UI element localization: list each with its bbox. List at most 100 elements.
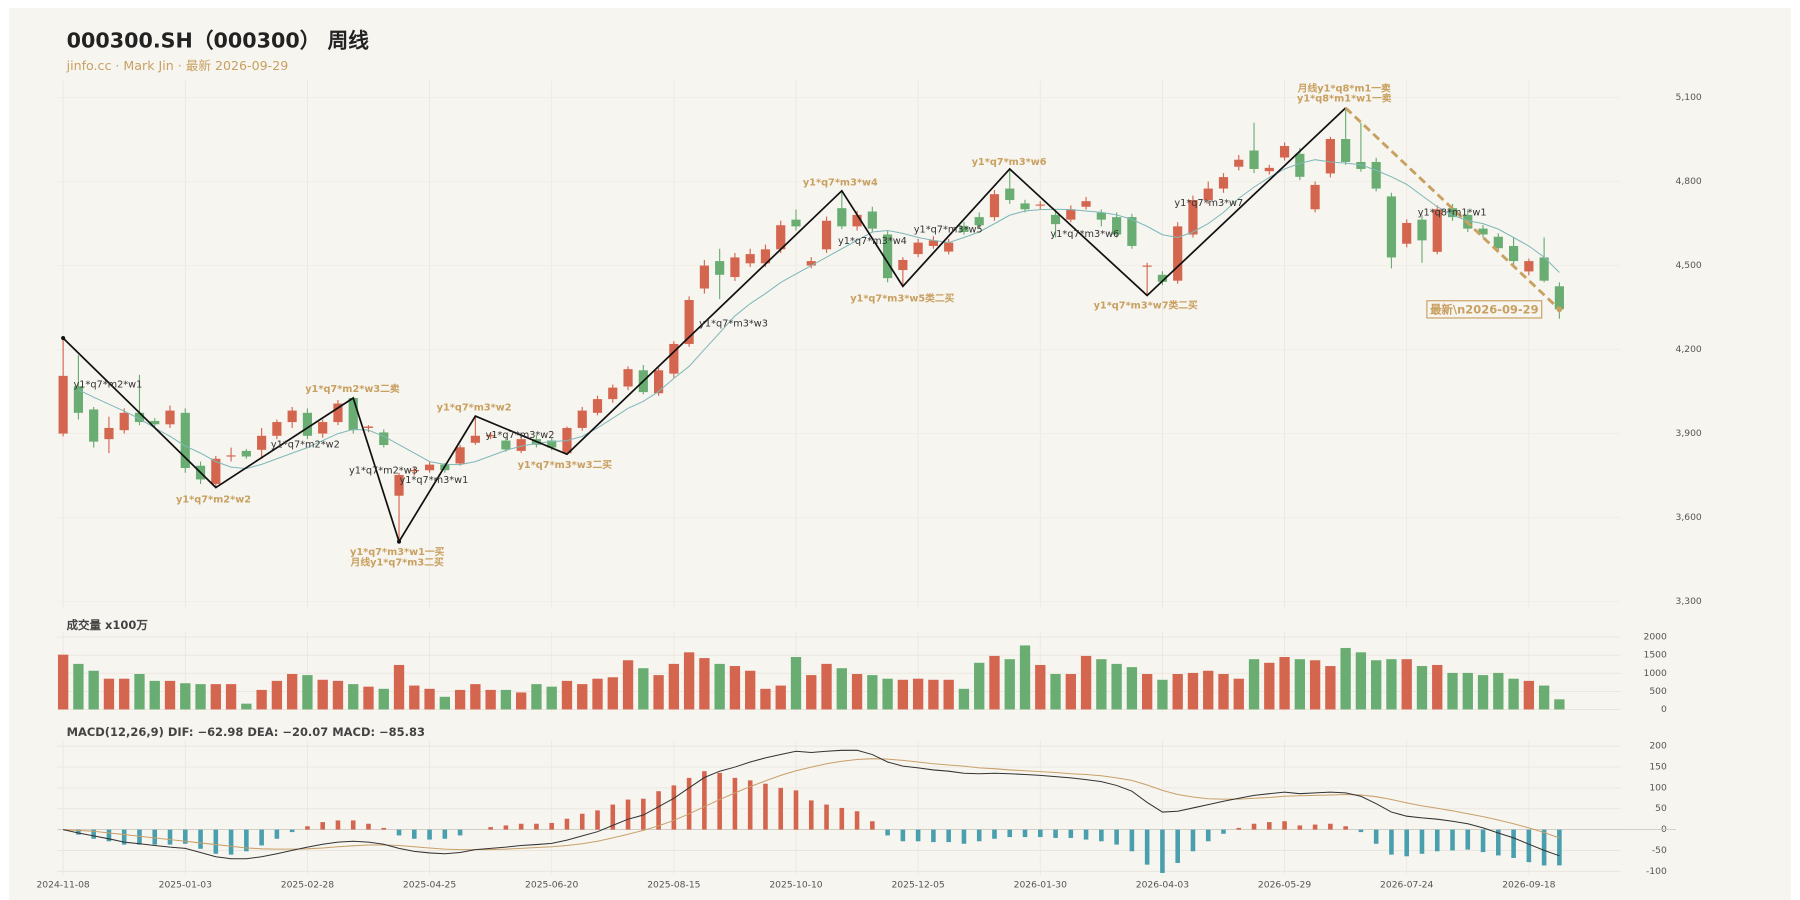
- x-tick-label: 2025-12-05: [891, 880, 944, 891]
- y-tick-label: 3,900: [1676, 428, 1702, 439]
- zigzag-line: [62, 107, 1347, 544]
- candle-body: [1249, 150, 1259, 169]
- macd-bar: [1373, 829, 1379, 844]
- x-tick-label: 2025-04-25: [403, 880, 456, 891]
- macd-bar: [1557, 829, 1562, 866]
- volume-bar: [531, 684, 542, 710]
- sub-annotation: y1*q8*m1*w1: [1418, 207, 1487, 218]
- volume-bar: [1126, 667, 1138, 710]
- volume-bar: [638, 668, 649, 710]
- volume-bar: [1111, 663, 1122, 710]
- macd-bar: [289, 829, 295, 833]
- macd-bar: [946, 829, 951, 843]
- candle-body: [577, 410, 587, 428]
- candle-body: [1417, 219, 1427, 241]
- candle-body: [592, 399, 603, 413]
- candle-body: [1341, 139, 1351, 162]
- candle-body: [1203, 188, 1213, 201]
- volume-bar: [790, 657, 802, 710]
- x-tick-label: 2026-07-24: [1380, 880, 1433, 891]
- candle-body: [867, 211, 877, 229]
- volume-bar: [1264, 662, 1275, 710]
- candle-body: [1325, 139, 1335, 174]
- macd-bar: [1007, 829, 1013, 838]
- candle-body: [1554, 286, 1564, 310]
- candle-body: [318, 422, 328, 434]
- sub-annotation: y1*q7*m3*w7: [1174, 198, 1243, 209]
- macd-bar: [1083, 829, 1089, 840]
- volume-bar: [363, 686, 374, 710]
- x-tick-label: 2025-08-15: [647, 880, 700, 891]
- annotation: y1*q7*m2*w2: [176, 494, 251, 505]
- candle-body: [73, 386, 83, 413]
- candle-body: [883, 234, 893, 279]
- volume-bar: [1309, 660, 1321, 710]
- candle-body: [715, 261, 725, 275]
- volume-bar: [1294, 659, 1305, 710]
- macd-bar: [992, 829, 997, 839]
- macd-bar: [350, 820, 356, 830]
- candle-body: [1066, 209, 1076, 220]
- macd-bar: [1236, 827, 1242, 830]
- trend-line: [1344, 106, 1561, 311]
- volume-bar: [409, 685, 420, 710]
- chart-title: 000300.SH（000300） 周线: [67, 28, 370, 52]
- latest-label-box: [1426, 300, 1543, 319]
- candle-body: [1050, 214, 1061, 225]
- volume-bar: [210, 684, 221, 710]
- y-tick-label: 500: [1649, 686, 1667, 697]
- sub-annotation: y1*q7*m2*w2: [271, 439, 340, 450]
- volume-bar: [286, 674, 298, 710]
- volume-bar: [958, 688, 970, 710]
- candle-body: [928, 240, 938, 246]
- volume-bar: [134, 674, 145, 710]
- macd-bar: [244, 829, 249, 852]
- volume-bar: [683, 652, 695, 710]
- candle-body: [699, 265, 709, 289]
- x-tick-label: 2025-10-10: [769, 880, 822, 891]
- chart-subtitle: jinfo.cc · Mark Jin · 最新 2026-09-29: [66, 58, 289, 73]
- panel-background: [9, 8, 1791, 900]
- macd-bar: [396, 829, 402, 836]
- volume-bar: [729, 666, 741, 710]
- candle-body: [913, 242, 923, 255]
- volume-bar: [1477, 675, 1489, 710]
- macd-bar: [76, 829, 81, 835]
- sub-annotation: y1*q7*m3*w4: [838, 236, 907, 247]
- volume-bar: [1523, 680, 1535, 710]
- volume-bar: [1172, 674, 1183, 710]
- volume-bar: [1538, 685, 1550, 710]
- volume-bar: [1401, 659, 1412, 710]
- ma-line: [78, 159, 1560, 470]
- candle-body: [1005, 188, 1015, 201]
- candle-body: [1386, 196, 1397, 258]
- candle-body: [791, 219, 801, 227]
- candle-body: [1218, 177, 1229, 189]
- candle-body: [302, 412, 313, 436]
- macd-bar: [1434, 829, 1440, 852]
- candle-body: [776, 225, 786, 250]
- x-tick-label: 2026-01-30: [1014, 880, 1067, 891]
- candle-body: [104, 427, 114, 440]
- y-tick-label: 4,800: [1676, 176, 1702, 187]
- volume-bar: [928, 679, 939, 710]
- candle-body: [547, 440, 557, 448]
- macd-bar: [1053, 829, 1058, 838]
- volume-bar: [393, 664, 405, 710]
- candle-body: [806, 261, 816, 266]
- candle-body: [333, 403, 343, 423]
- macd-bar: [1022, 829, 1028, 838]
- x-tick-label: 2026-09-18: [1502, 880, 1555, 891]
- macd-title: MACD(12,26,9) DIF: −62.98 DEA: −20.07 MA…: [67, 725, 425, 739]
- y-tick-label: 2000: [1643, 632, 1667, 643]
- macd-bar: [870, 821, 875, 830]
- annotation: 月线y1*q8*m1一卖: [1297, 81, 1391, 94]
- y-tick-label: -100: [1646, 866, 1667, 877]
- volume-bar: [1386, 659, 1397, 710]
- candle-body: [1310, 184, 1320, 210]
- volume-bar: [454, 689, 466, 710]
- candle-body: [623, 369, 633, 387]
- volume-bar: [714, 663, 725, 710]
- macd-bar: [152, 829, 158, 845]
